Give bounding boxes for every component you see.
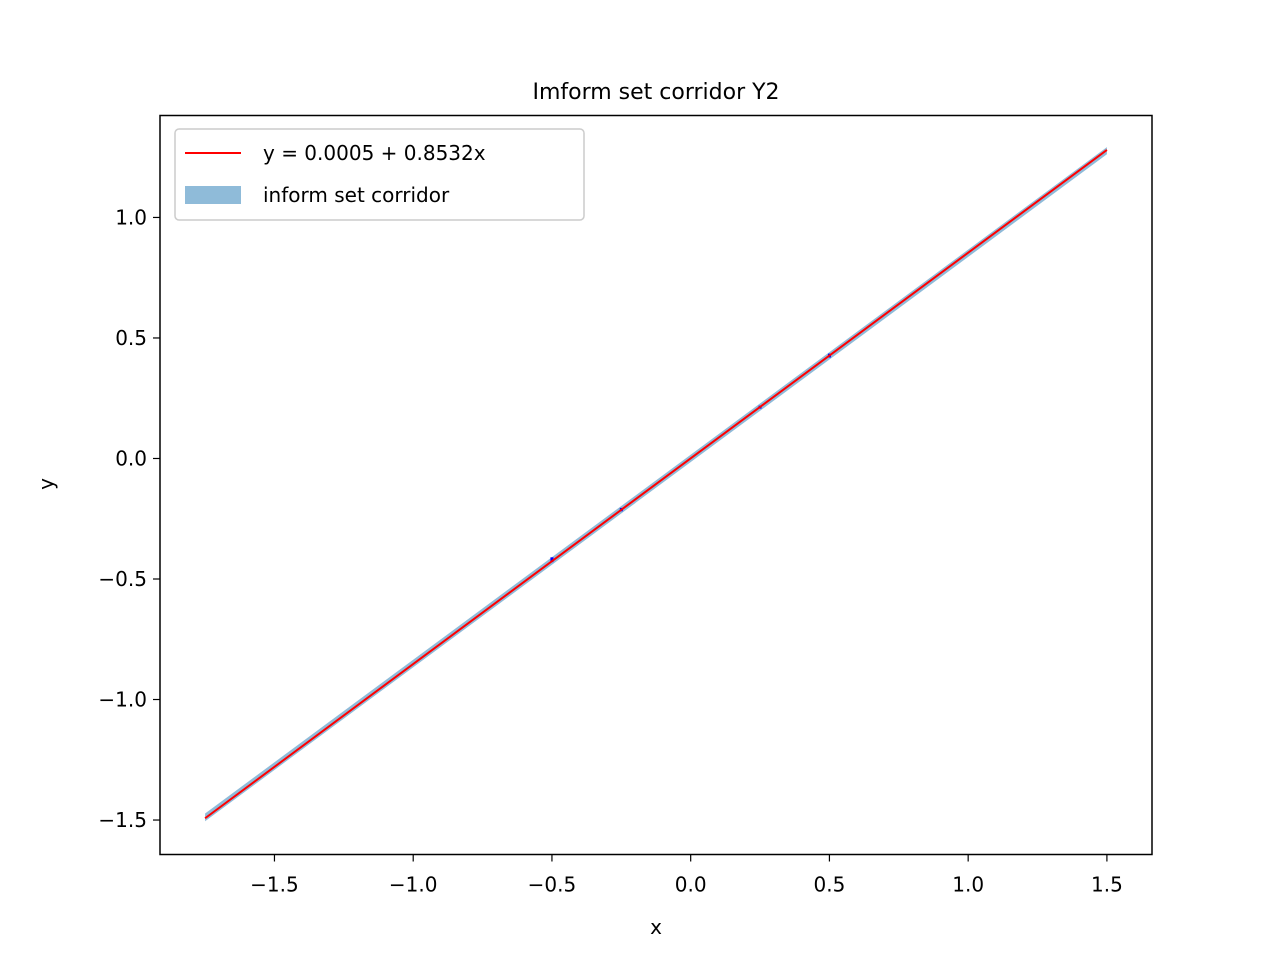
x-axis-label: x — [650, 915, 662, 939]
y-tick-label: −1.5 — [98, 808, 147, 832]
y-tick-label: 0.0 — [115, 446, 147, 470]
legend-label-fit-line: y = 0.0005 + 0.8532x — [263, 141, 486, 165]
legend-label-corridor: inform set corridor — [263, 183, 450, 207]
x-tick-label: 0.0 — [675, 873, 707, 897]
plot-area — [204, 147, 1108, 822]
x-tick-label: 1.0 — [952, 873, 984, 897]
x-tick-label: 1.5 — [1091, 873, 1123, 897]
x-tick-label: −0.5 — [528, 873, 577, 897]
legend-band-swatch — [185, 186, 241, 204]
legend-box — [174, 128, 585, 221]
x-axis: −1.5 −1.0 −0.5 0.0 0.5 1.0 1.5 — [250, 854, 1123, 897]
legend: y = 0.0005 + 0.8532x inform set corridor — [174, 128, 585, 221]
y-tick-label: −1.0 — [98, 688, 147, 712]
axes-frame — [159, 114, 1153, 856]
y-axis: −1.5 −1.0 −0.5 0.0 0.5 1.0 — [98, 205, 160, 832]
chart-title: Imform set corridor Y2 — [532, 80, 779, 105]
fit-line — [204, 149, 1108, 820]
x-tick-label: 0.5 — [814, 873, 846, 897]
x-tick-label: −1.5 — [250, 873, 299, 897]
y-axis-label: y — [34, 478, 58, 490]
y-tick-label: 0.5 — [115, 326, 147, 350]
y-tick-label: 1.0 — [115, 205, 147, 229]
y-tick-label: −0.5 — [98, 567, 147, 591]
x-tick-label: −1.0 — [389, 873, 438, 897]
